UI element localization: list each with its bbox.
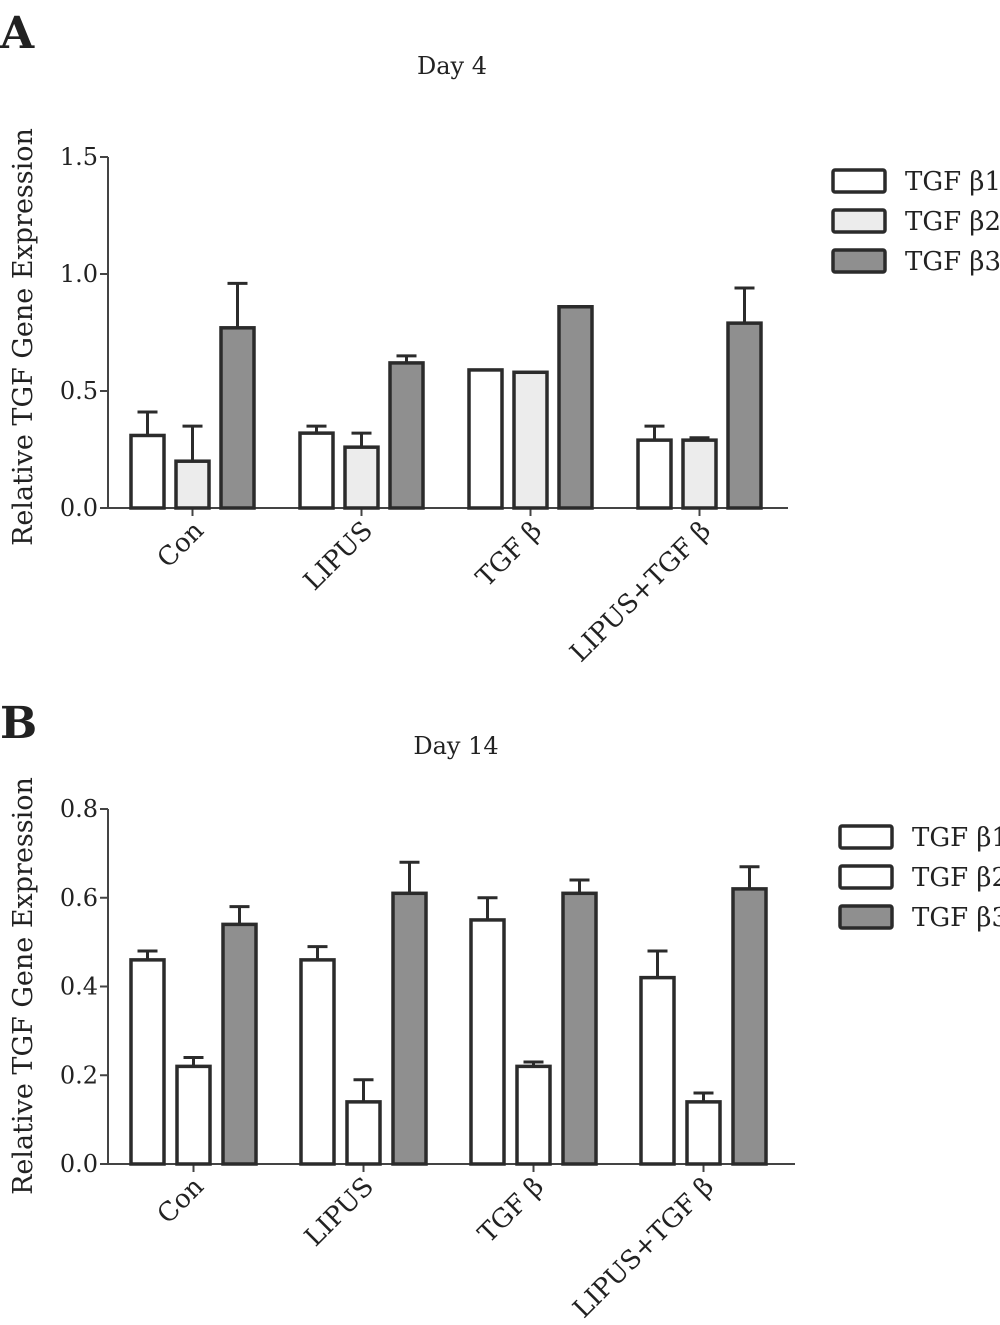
- bar: [726, 321, 763, 510]
- y-tick-label: 0.8: [60, 795, 98, 823]
- category-label: Con: [152, 516, 210, 574]
- bar: [731, 887, 768, 1166]
- bar: [636, 438, 673, 510]
- bar: [681, 438, 718, 510]
- category-label: LIPUS+TGF β: [568, 1172, 720, 1324]
- legend-swatch: [831, 168, 887, 194]
- legend-swatch: [831, 248, 887, 274]
- panel-b-title: Day 14: [413, 732, 498, 760]
- bar: [129, 958, 166, 1166]
- bar: [343, 445, 380, 510]
- bar: [388, 361, 425, 510]
- bar: [174, 459, 211, 510]
- legend-swatch: [838, 904, 894, 930]
- legend-label: TGF β3: [912, 903, 1000, 933]
- chart-day-14: 0.0 0.2 0.4 0.6 0.8 Con LIPUS TGF β LIPUS+TGF β T…: [60, 795, 1000, 1324]
- bar: [345, 1100, 382, 1166]
- panel-b-letter: B: [0, 698, 37, 749]
- bar: [299, 958, 336, 1166]
- bar: [175, 1064, 212, 1166]
- category-label: TGF β: [473, 1172, 550, 1249]
- panel-b-ylabel: Relative TGF Gene Expression: [8, 777, 39, 1195]
- legend-swatch: [838, 864, 894, 890]
- bar: [467, 368, 504, 510]
- bar: [469, 918, 506, 1166]
- bar: [557, 305, 594, 510]
- y-tick-label: 1.0: [60, 260, 98, 288]
- bar: [639, 975, 676, 1166]
- panel-a-ylabel: Relative TGF Gene Expression: [8, 128, 39, 546]
- y-tick-label: 0.0: [60, 494, 98, 522]
- panel-a-letter: A: [0, 8, 35, 59]
- legend-swatch: [831, 208, 887, 234]
- legend-swatch: [838, 824, 894, 850]
- category-label: LIPUS: [298, 516, 379, 597]
- bar: [561, 891, 598, 1166]
- bar: [515, 1064, 552, 1166]
- legend-label: TGF β1: [912, 823, 1000, 853]
- category-label: LIPUS: [299, 1172, 380, 1253]
- bar: [221, 922, 258, 1166]
- legend-label: TGF β3: [905, 247, 1000, 277]
- bar: [129, 433, 166, 510]
- legend-label: TGF β1: [905, 167, 1000, 197]
- bar: [685, 1100, 722, 1166]
- y-tick-label: 0.5: [60, 377, 98, 405]
- legend-label: TGF β2: [912, 863, 1000, 893]
- y-tick-label: 0.6: [60, 884, 98, 912]
- category-label: Con: [152, 1172, 210, 1230]
- bar: [512, 370, 549, 510]
- y-tick-label: 0.2: [60, 1061, 98, 1089]
- chart-day-4: 0.0 0.5 1.0 1.5 Con LIPUS TGF β LIPUS+TGF β TGF …: [60, 143, 1000, 668]
- category-label: TGF β: [471, 516, 548, 593]
- y-tick-label: 0.0: [60, 1150, 98, 1178]
- y-tick-label: 0.4: [60, 973, 98, 1001]
- bar: [298, 431, 335, 510]
- bar: [219, 326, 256, 510]
- bar: [391, 891, 428, 1166]
- panel-a-title: Day 4: [417, 52, 487, 80]
- y-tick-label: 1.5: [60, 143, 98, 171]
- category-label: LIPUS+TGF β: [565, 516, 717, 668]
- legend-label: TGF β2: [905, 207, 1000, 237]
